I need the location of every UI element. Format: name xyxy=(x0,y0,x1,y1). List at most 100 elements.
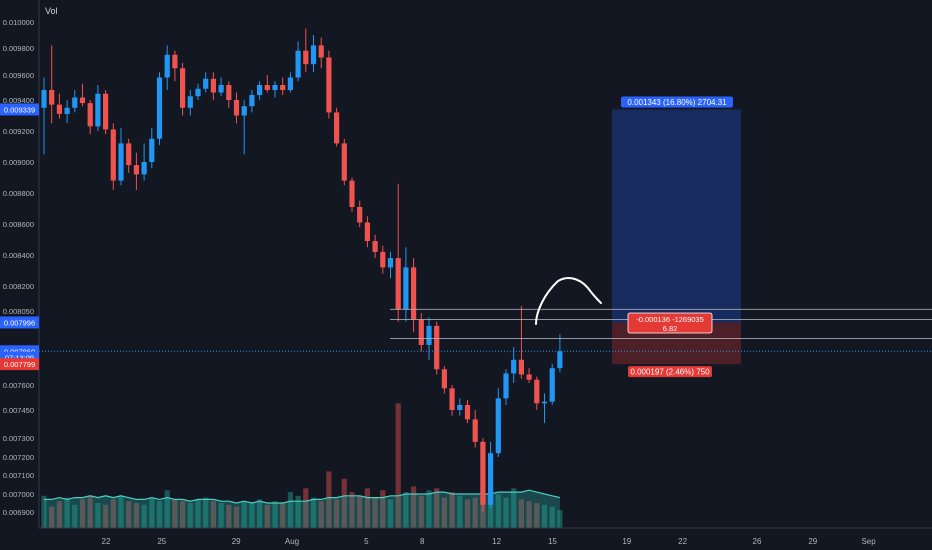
candle-body xyxy=(403,267,409,310)
candle-body xyxy=(272,85,278,90)
candle-body xyxy=(411,267,417,320)
volume-bar xyxy=(110,499,116,528)
volume-bar xyxy=(418,495,424,528)
candle-body xyxy=(126,143,132,166)
y-tick-label: 0.007600 xyxy=(3,381,34,390)
position-profit-zone[interactable] xyxy=(612,109,741,323)
candle-body xyxy=(280,85,286,90)
volume-ma-area xyxy=(44,490,560,528)
candle xyxy=(133,152,139,190)
candle xyxy=(156,72,163,145)
candle-body xyxy=(472,419,478,442)
volume-bar xyxy=(449,492,455,528)
y-tick-label: 0.009400 xyxy=(3,96,34,105)
candle-body xyxy=(264,85,270,90)
candle-body xyxy=(549,368,555,402)
y-tick-label: 0.008400 xyxy=(3,251,34,260)
y-tick-label: 0.009800 xyxy=(3,44,34,53)
position-center-line2: 6.82 xyxy=(663,324,678,333)
volume-bar xyxy=(341,478,347,528)
volume-bar xyxy=(287,492,293,528)
candle xyxy=(349,177,355,212)
y-tick-label: 0.006900 xyxy=(3,508,34,517)
volume-bar xyxy=(557,510,563,528)
candle-body xyxy=(357,206,363,223)
volume-bar xyxy=(156,501,163,528)
candle xyxy=(149,127,155,169)
volume-bar xyxy=(441,497,447,528)
volume-bar xyxy=(241,501,247,528)
x-tick-label: 8 xyxy=(420,537,425,546)
volume-bar xyxy=(203,497,209,528)
candle-body xyxy=(418,319,424,345)
candle-body xyxy=(41,90,47,108)
hand-drawn-arc[interactable] xyxy=(535,277,602,325)
candle-body xyxy=(457,405,463,410)
candle xyxy=(241,100,247,155)
candle-body xyxy=(180,68,186,108)
position-center-line1: -0.000136 -1269035 xyxy=(636,315,704,324)
candle-body xyxy=(210,78,216,93)
x-tick-label: 22 xyxy=(678,537,687,546)
volume-bar xyxy=(380,490,386,528)
candle xyxy=(310,35,317,73)
candle xyxy=(441,366,447,394)
candle xyxy=(395,183,401,322)
target-label-bg xyxy=(621,96,733,108)
position-center-bg xyxy=(627,312,713,334)
volume-bar xyxy=(549,506,555,528)
candle-body xyxy=(326,57,332,113)
x-tick-label: 19 xyxy=(622,537,631,546)
candle xyxy=(79,83,86,107)
volume-bar xyxy=(411,486,417,528)
price-badge-bg xyxy=(0,358,39,371)
candle-body xyxy=(449,388,455,410)
candle xyxy=(64,100,70,124)
position-tool[interactable] xyxy=(612,109,741,365)
candle xyxy=(210,72,216,100)
candle xyxy=(249,90,255,113)
time-axis[interactable]: 22 25 29 Aug 5 8 12 15 19 22 26 29 Sep xyxy=(102,537,877,546)
candle xyxy=(518,306,524,379)
volume-bar xyxy=(133,503,139,528)
volume-bar xyxy=(295,495,301,528)
candle-body xyxy=(233,100,240,116)
volume-bar xyxy=(79,499,86,528)
price-badge-text: 0.009339 xyxy=(4,105,35,114)
candle xyxy=(272,81,278,98)
stop-label-bg xyxy=(628,366,712,378)
volume-bar xyxy=(95,503,101,528)
candle xyxy=(141,143,147,181)
volume-bar xyxy=(164,490,170,528)
candle xyxy=(56,93,62,119)
candle xyxy=(318,37,324,69)
volume-bar xyxy=(210,501,216,528)
candle-body xyxy=(387,258,394,268)
x-tick-label: 12 xyxy=(492,537,501,546)
volume-bar xyxy=(126,501,132,528)
price-badge-bg xyxy=(0,103,39,116)
volume-bar xyxy=(103,504,109,528)
candle xyxy=(341,138,347,186)
candle xyxy=(103,90,109,135)
candle-body xyxy=(364,222,370,242)
candle-body xyxy=(56,104,62,114)
candle-body xyxy=(149,138,155,162)
candle xyxy=(233,92,240,124)
stop-label: 0.000197 (2.46%) 750 xyxy=(628,366,712,378)
candle xyxy=(264,75,270,93)
stop-label-text: 0.000197 (2.46%) 750 xyxy=(630,368,710,377)
candle xyxy=(503,369,509,405)
y-tick-label: 0.009000 xyxy=(3,158,34,167)
candle xyxy=(449,385,455,416)
price-badge: 0.007996 xyxy=(0,316,39,329)
y-tick-label: 0.007100 xyxy=(3,471,34,480)
candle-body xyxy=(372,241,378,252)
candle xyxy=(526,368,532,383)
volume-bar xyxy=(141,504,147,528)
candle-body xyxy=(518,359,524,375)
candle xyxy=(172,50,178,82)
